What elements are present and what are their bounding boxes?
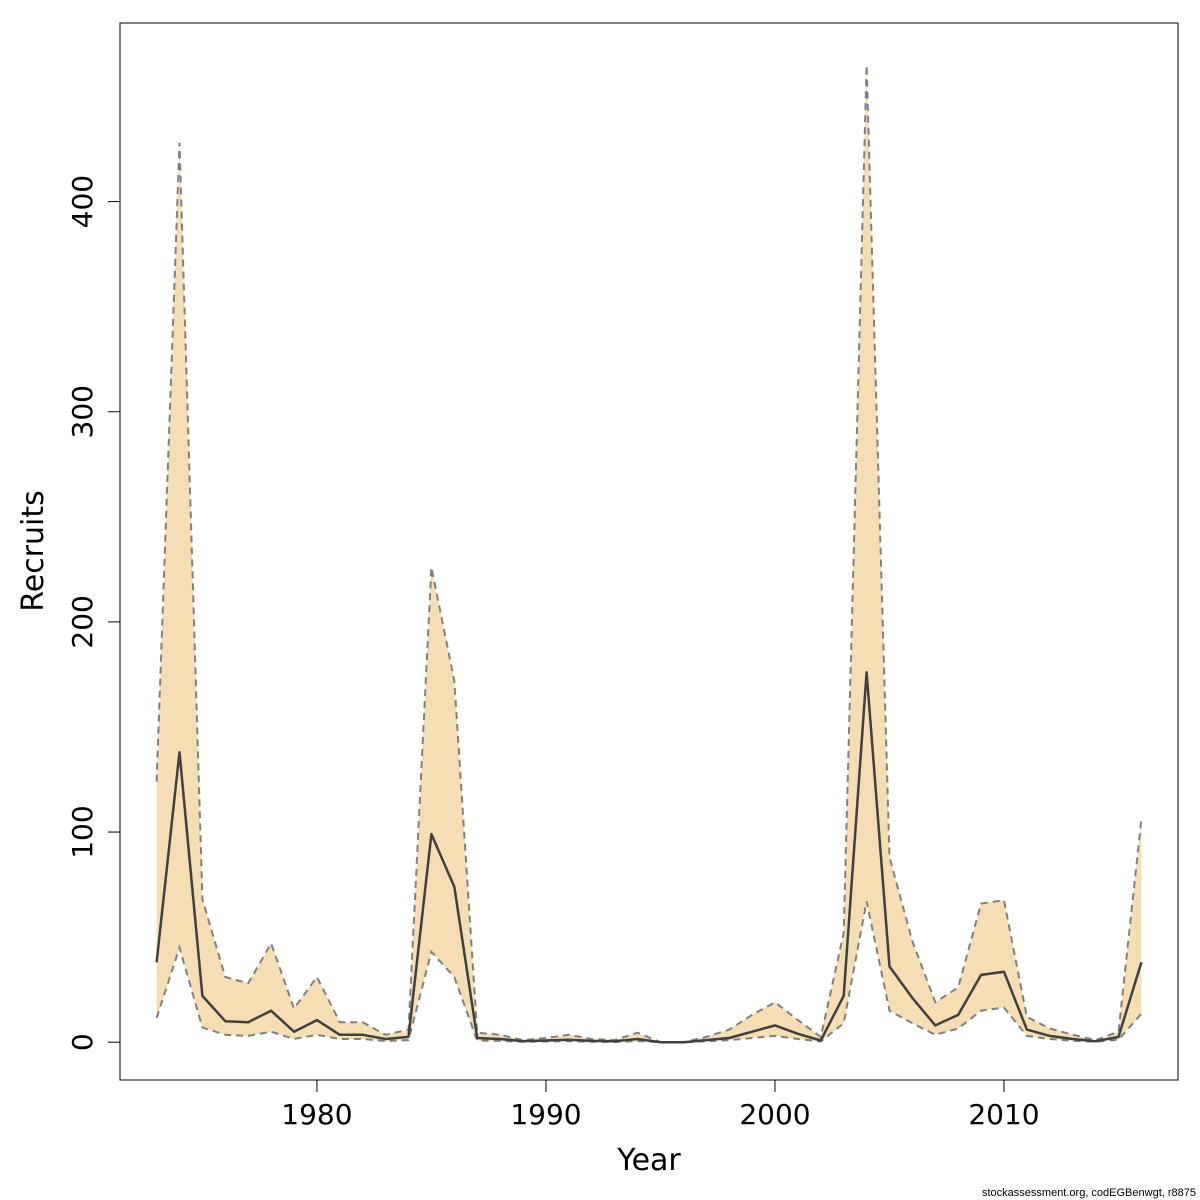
estimate-line-layer <box>155 671 1143 1044</box>
lower-bound-line <box>155 901 1143 1044</box>
x-tick-label: 2000 <box>739 1098 810 1131</box>
y-tick-label: 400 <box>66 175 99 228</box>
y-axis-title: Recruits <box>16 490 51 612</box>
y-tick-label: 0 <box>66 1033 99 1051</box>
confidence-band-layer <box>156 65 1142 1043</box>
x-axis: 1980 1990 2000 2010 <box>281 1079 1040 1131</box>
confidence-bounds-layer <box>155 64 1143 1044</box>
y-tick-label: 200 <box>66 595 99 648</box>
x-axis-title: Year <box>616 1143 681 1178</box>
footnote: stockassessment.org, codEGBenwgt, r8875 <box>982 1187 1196 1199</box>
y-axis: 0 100 200 300 400 <box>66 175 121 1051</box>
x-tick-label: 1980 <box>281 1098 352 1131</box>
x-tick-label: 2010 <box>968 1098 1039 1131</box>
estimate-line <box>155 671 1143 1044</box>
y-tick-label: 300 <box>66 385 99 438</box>
y-tick-label: 100 <box>66 805 99 858</box>
confidence-band <box>156 65 1142 1043</box>
x-tick-label: 1990 <box>510 1098 581 1131</box>
plot-frame <box>119 22 1179 1081</box>
upper-bound-line <box>155 64 1143 1044</box>
